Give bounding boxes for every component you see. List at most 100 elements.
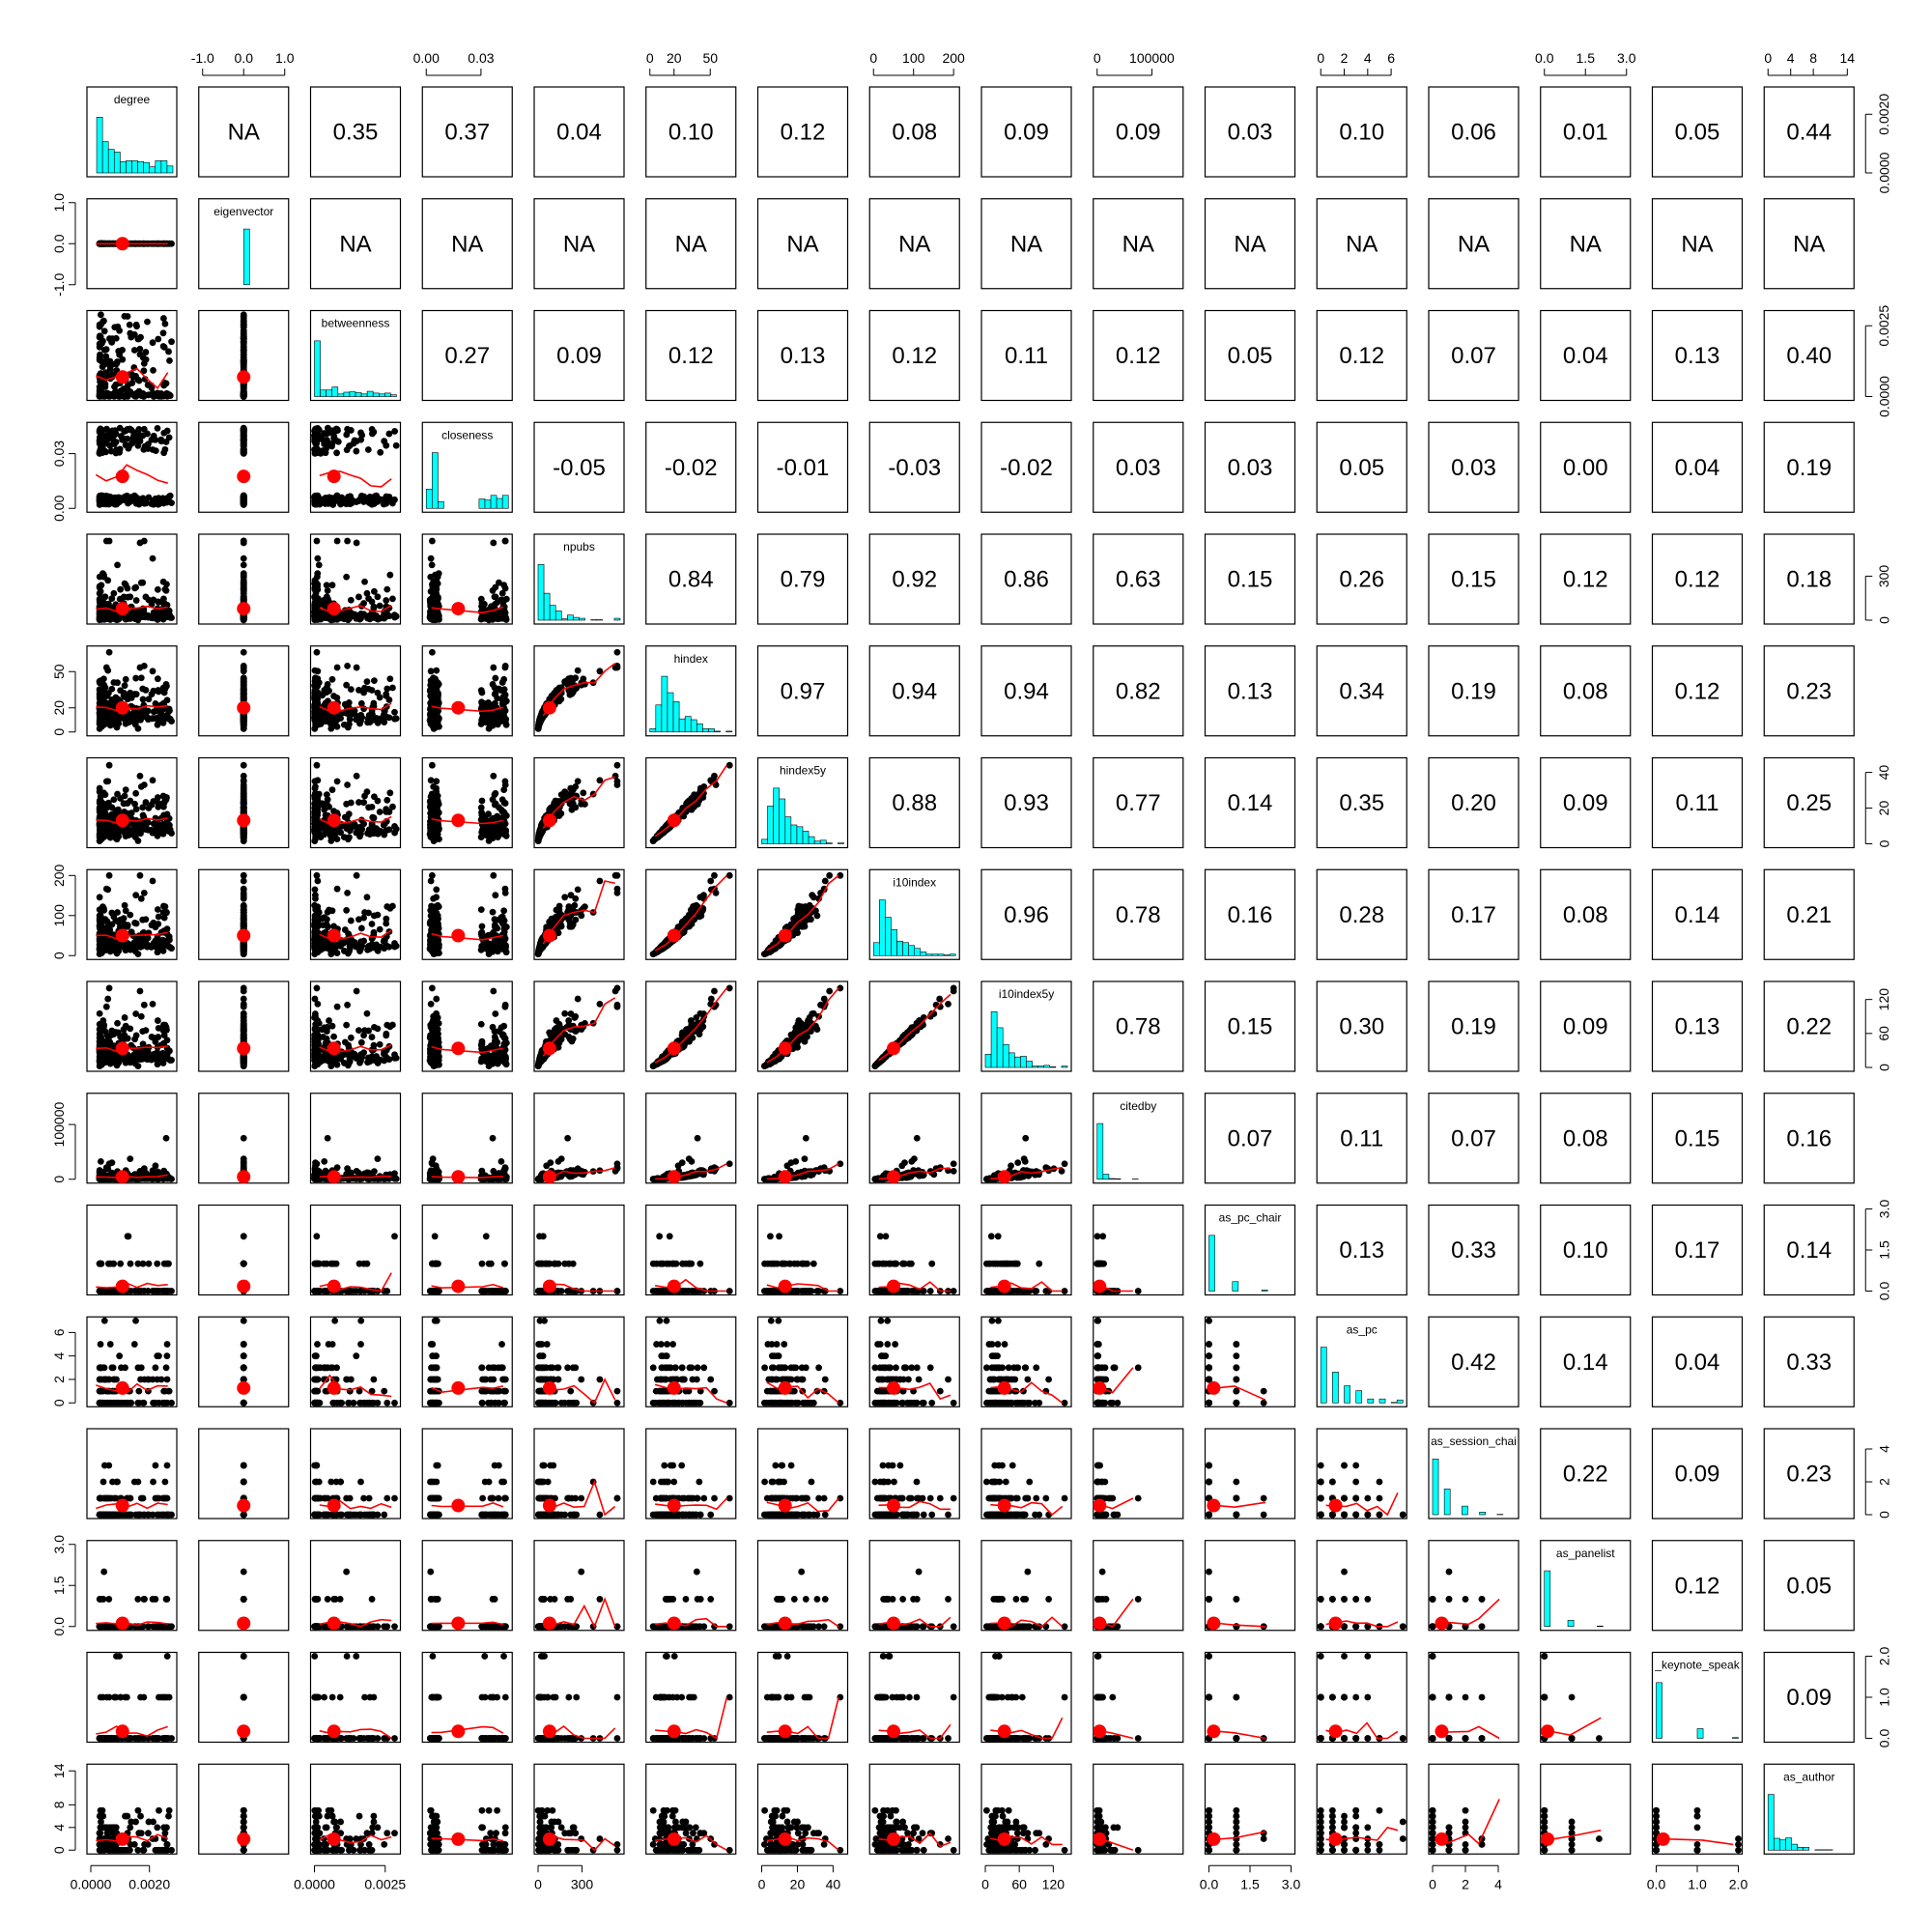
scatter-point — [112, 391, 120, 399]
scatter-point — [380, 612, 387, 619]
panel-1-9: NA — [1093, 198, 1184, 290]
panel-3-0 — [86, 421, 178, 513]
scatter-point — [311, 600, 319, 608]
scatter-point — [240, 615, 247, 623]
panel-frame — [756, 86, 849, 178]
scatter-point — [312, 721, 319, 728]
scatter-point — [341, 813, 349, 821]
scatter-point — [127, 593, 134, 601]
panel-frame — [645, 86, 737, 178]
scatter-point — [135, 377, 143, 384]
scatter-point — [165, 434, 173, 441]
scatter-point — [132, 674, 140, 682]
scatter-point — [98, 357, 104, 364]
scatter-point — [498, 679, 506, 686]
histogram-bar — [137, 160, 144, 174]
scatter-point — [434, 679, 441, 687]
scatter-point — [131, 392, 139, 399]
scatter-point — [596, 668, 604, 675]
panel-frame — [1651, 198, 1744, 290]
scatter-point — [160, 803, 167, 810]
scatter-point — [149, 777, 156, 784]
scatter-point — [489, 586, 497, 594]
scatter-point — [111, 612, 119, 619]
panel-frame — [1316, 421, 1407, 513]
panel-frame — [309, 86, 402, 178]
panel-frame — [421, 198, 513, 290]
scatter-point — [480, 717, 488, 724]
mean-point — [237, 469, 251, 484]
scatter-point — [144, 318, 151, 326]
panel-frame — [1540, 309, 1632, 402]
scatter-point — [477, 595, 485, 603]
scatter-point — [132, 691, 140, 698]
correlation-value: NA — [1010, 231, 1042, 257]
correlation-value: 0.09 — [1116, 120, 1161, 146]
scatter-point — [385, 430, 393, 438]
scatter-point — [96, 434, 103, 441]
scatter-point — [361, 684, 368, 692]
scatter-point — [357, 699, 365, 707]
panel-3-5: -0.02 — [645, 421, 737, 513]
correlation-value: 0.10 — [1339, 120, 1384, 146]
scatter-point — [124, 496, 131, 503]
panel-frame — [645, 198, 737, 290]
mean-point — [115, 469, 129, 484]
scatter-point — [330, 498, 338, 505]
panel-2-4: 0.09 — [533, 309, 625, 402]
histogram-bar — [326, 389, 333, 397]
panel-frame — [756, 309, 849, 402]
panel-frame — [1316, 309, 1407, 402]
scatter-point — [384, 585, 391, 593]
panel-frame — [1651, 309, 1744, 402]
panel-2-11: 0.12 — [1316, 309, 1407, 402]
scatter-point — [122, 786, 129, 793]
histogram-bar — [725, 730, 733, 733]
scatter-point — [154, 716, 161, 723]
scatter-point — [333, 449, 340, 457]
scatter-point — [150, 367, 156, 374]
panel-frame — [645, 421, 737, 513]
panel-frame — [1540, 198, 1632, 290]
scatter-point — [567, 677, 575, 685]
correlation-value: NA — [786, 231, 818, 257]
scatter-point — [380, 711, 387, 719]
smoother-line — [96, 817, 168, 824]
correlation-value: 0.18 — [1786, 567, 1832, 593]
scatter-point — [240, 313, 247, 320]
scatter-point — [111, 500, 119, 508]
histogram-bar — [349, 391, 356, 397]
correlation-value: 0.86 — [1004, 567, 1049, 593]
scatter-point — [103, 699, 111, 707]
scatter-point — [121, 808, 128, 815]
scatter-point — [324, 586, 331, 594]
panel-3-10: 0.03 — [1204, 421, 1296, 513]
panel-frame — [1093, 421, 1184, 513]
correlation-value: 0.03 — [1228, 120, 1273, 146]
smoother-line — [95, 464, 168, 484]
scatter-point — [105, 761, 113, 769]
scatter-point — [323, 582, 330, 589]
scatter-point — [490, 539, 497, 547]
scatter-point — [492, 713, 499, 721]
panel-5-5: hindex — [645, 645, 737, 737]
scatter-point — [391, 708, 398, 716]
panel-1-8: NA — [980, 198, 1072, 290]
panel-frame — [1428, 86, 1520, 178]
scatter-point — [157, 438, 165, 445]
scatter-point — [240, 714, 247, 722]
scatter-point — [97, 687, 104, 694]
scatter-point — [139, 495, 147, 502]
correlation-value: 0.84 — [668, 567, 714, 593]
scatter-point — [499, 701, 506, 709]
panel-6-2 — [309, 756, 402, 849]
scatter-point — [240, 324, 247, 331]
mean-point — [327, 602, 341, 616]
panel-frame — [868, 533, 960, 625]
panel-0-3: 0.37 — [421, 86, 513, 178]
correlation-value: 0.04 — [556, 120, 602, 146]
correlation-value: 0.04 — [1675, 455, 1720, 481]
scatter-point — [132, 806, 140, 812]
correlation-value: 0.92 — [892, 567, 937, 593]
scatter-point — [496, 685, 502, 693]
